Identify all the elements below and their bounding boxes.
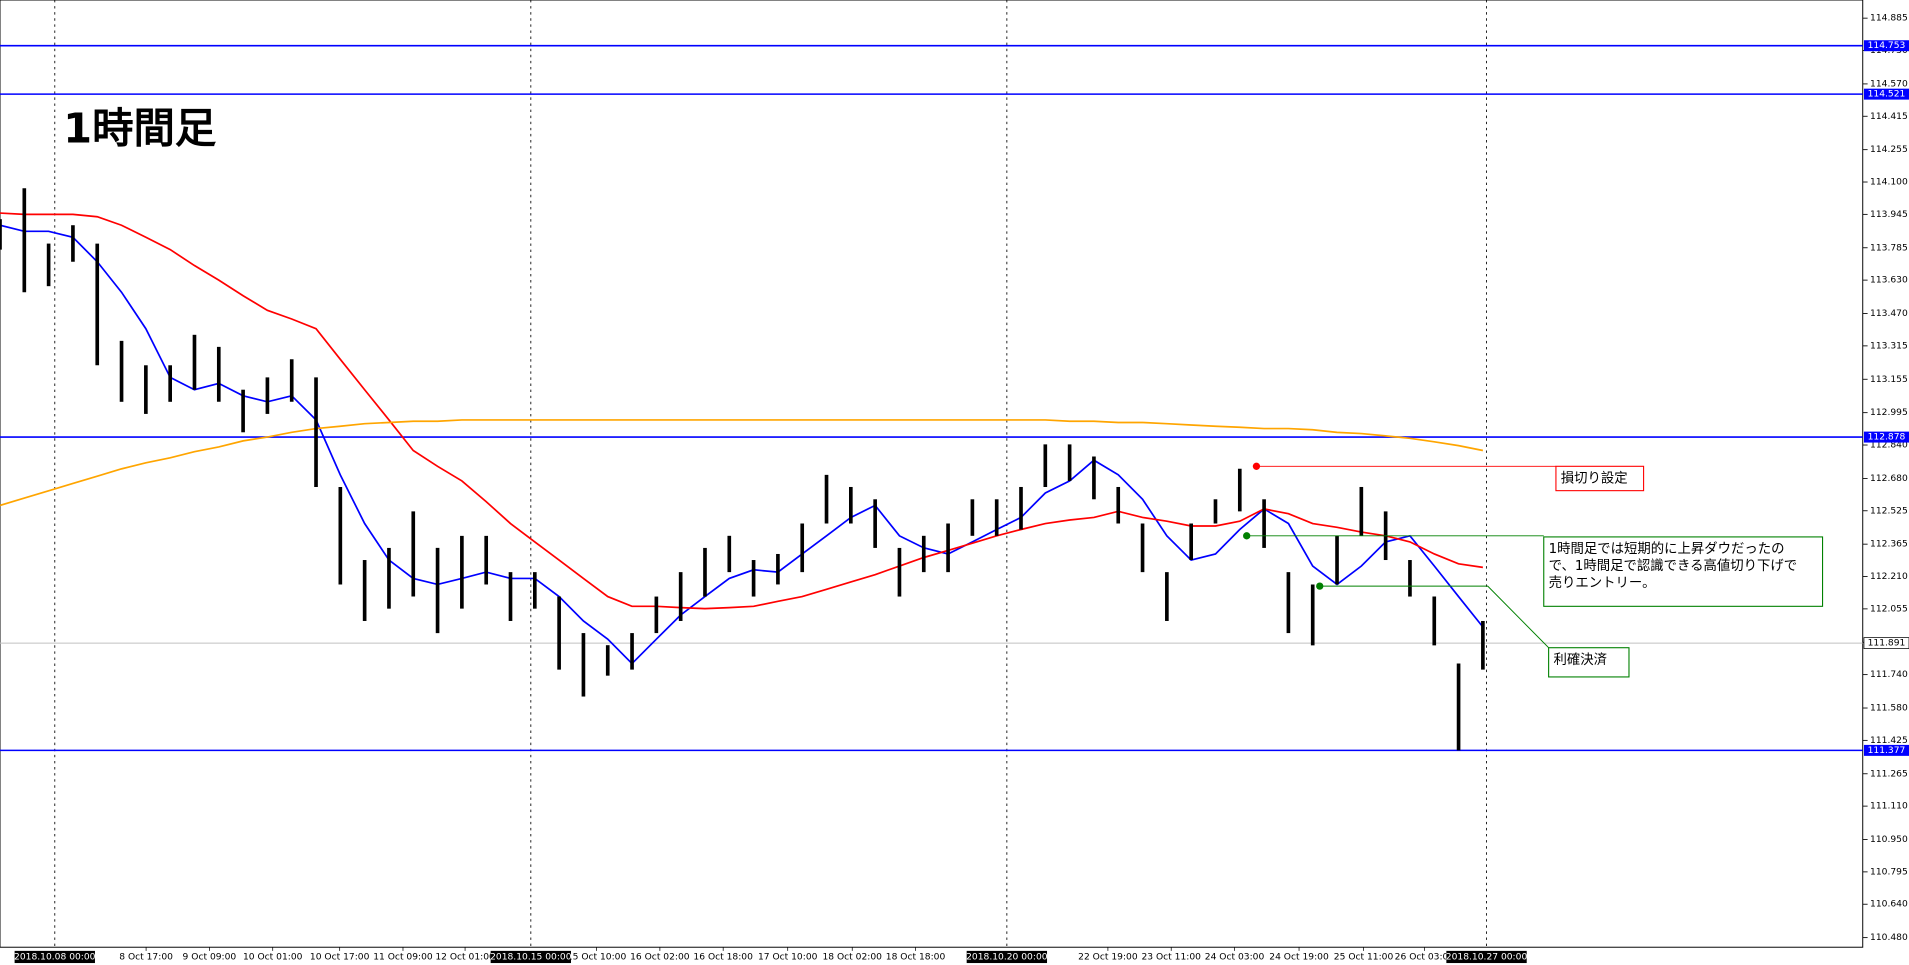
- annotation-dot: [1252, 462, 1261, 470]
- chart-title: 1時間足: [63, 104, 217, 152]
- separator-label: 2018.10.20 00:00: [966, 952, 1048, 962]
- separator-label-box: [1446, 950, 1527, 964]
- x-tick-label: 11 Oct 09:00: [373, 952, 433, 962]
- y-tick-label: 110.640: [1870, 900, 1908, 910]
- y-tick-label: 110.795: [1870, 867, 1908, 877]
- y-tick-label: 111.110: [1870, 802, 1908, 812]
- y-tick-label: 112.210: [1870, 572, 1908, 582]
- y-tick-label: 114.570: [1870, 79, 1908, 89]
- x-tick-label: 24 Oct 19:00: [1269, 952, 1329, 962]
- separator-label-box: [490, 950, 571, 964]
- x-tick-label: 12 Oct 01:00: [435, 952, 495, 962]
- annotation-text: 売りエントリー。: [1549, 575, 1656, 591]
- price-label: 114.521: [1868, 90, 1906, 100]
- y-tick-label: 112.995: [1870, 408, 1908, 418]
- separator-label-box: [14, 950, 95, 964]
- x-tick-label: 18 Oct 18:00: [886, 952, 946, 962]
- x-tick-label: 16 Oct 18:00: [693, 952, 753, 962]
- separator-label-box: [966, 950, 1048, 964]
- y-tick-label: 112.680: [1870, 474, 1908, 484]
- price-label-box: [1863, 431, 1909, 443]
- x-tick-label: 17 Oct 10:00: [758, 952, 818, 962]
- y-tick-label: 114.255: [1870, 145, 1908, 155]
- y-tick-label: 113.630: [1870, 276, 1908, 286]
- y-tick-label: 111.425: [1870, 736, 1908, 746]
- annotation-connector: [1319, 585, 1549, 649]
- annotation-box: [1548, 647, 1630, 678]
- y-tick-label: 113.785: [1870, 243, 1908, 253]
- annotation-dot: [1243, 532, 1251, 540]
- annotation-text: 利確決済: [1553, 652, 1607, 668]
- annotation-box: [1555, 465, 1645, 492]
- y-tick-label: 113.315: [1870, 341, 1908, 351]
- price-label: 112.878: [1868, 433, 1906, 443]
- x-tick-label: 25 Oct 11:00: [1334, 952, 1394, 962]
- price-label-box: [1863, 744, 1909, 756]
- y-tick-label: 112.840: [1870, 441, 1908, 451]
- separator-label: 2018.10.08 00:00: [14, 952, 96, 962]
- y-tick-label: 111.580: [1870, 704, 1908, 714]
- moving-average: [0, 212, 1484, 610]
- x-tick-label: 26 Oct 03:00: [1395, 952, 1455, 962]
- moving-average: [0, 224, 1484, 665]
- y-tick-label: 113.470: [1870, 309, 1908, 319]
- x-tick-label: 16 Oct 02:00: [630, 952, 690, 962]
- y-tick-label: 112.365: [1870, 540, 1908, 550]
- x-tick-label: 23 Oct 11:00: [1141, 952, 1201, 962]
- y-tick-label: 111.265: [1870, 769, 1908, 779]
- annotation-text: で、1時間足で認識できる高値切り下げで: [1549, 557, 1797, 574]
- separator-label: 2018.10.27 00:00: [1446, 952, 1528, 962]
- y-tick-label: 113.945: [1870, 210, 1908, 220]
- annotation-text: 1時間足では短期的に上昇ダウだったの: [1549, 541, 1785, 557]
- x-tick-label: 10 Oct 01:00: [243, 952, 303, 962]
- price-label: 111.377: [1868, 746, 1906, 756]
- annotation-dot: [1316, 582, 1324, 590]
- plot-frame: [0, 0, 1864, 948]
- annotation-text: 損切り設定: [1561, 470, 1628, 486]
- y-tick-label: 114.885: [1870, 14, 1908, 24]
- x-tick-label: 22 Oct 19:00: [1078, 952, 1138, 962]
- x-tick-label: 18 Oct 02:00: [822, 952, 882, 962]
- x-tick-label: 9 Oct 09:00: [183, 952, 237, 962]
- y-tick-label: 112.525: [1870, 506, 1908, 516]
- y-tick-label: 112.055: [1870, 604, 1908, 614]
- separator-label: 2018.10.15 00:00: [490, 952, 572, 962]
- annotation-box: [1543, 536, 1824, 607]
- moving-average: [0, 419, 1484, 507]
- y-tick-label: 113.155: [1870, 375, 1908, 385]
- y-tick-label: 110.480: [1870, 933, 1908, 943]
- price-label-box: [1863, 637, 1909, 649]
- price-label: 111.891: [1868, 639, 1906, 649]
- x-tick-label: 24 Oct 03:00: [1205, 952, 1265, 962]
- price-label: 114.753: [1868, 41, 1906, 51]
- price-label-box: [1863, 88, 1909, 100]
- price-label-box: [1863, 40, 1909, 52]
- y-tick-label: 114.415: [1870, 112, 1908, 122]
- y-tick-label: 111.740: [1870, 670, 1908, 680]
- x-tick-label: 15 Oct 10:00: [567, 952, 627, 962]
- y-tick-label: 110.950: [1870, 835, 1908, 845]
- x-tick-label: 8 Oct 17:00: [119, 952, 173, 962]
- x-tick-label: 10 Oct 17:00: [310, 952, 370, 962]
- y-tick-label: 114.100: [1870, 178, 1908, 188]
